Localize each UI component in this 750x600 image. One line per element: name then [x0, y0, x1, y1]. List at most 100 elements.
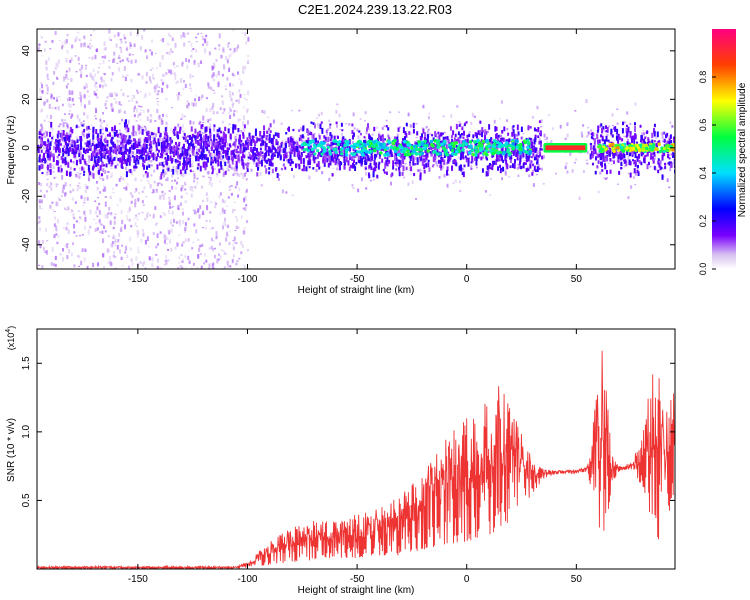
spectrogram-band — [641, 141, 644, 146]
spectrogram-band — [182, 155, 185, 159]
spectrogram-speckle — [199, 205, 202, 210]
spectrogram-band — [40, 158, 43, 163]
spectrogram-band — [178, 160, 181, 165]
spectrogram-peak — [492, 139, 497, 143]
spectrogram-speckle — [665, 163, 668, 166]
spectrogram-band — [531, 149, 534, 153]
spectrogram-speckle — [211, 227, 214, 229]
spectrogram-band — [120, 160, 123, 167]
spectrogram-speckle — [80, 156, 83, 161]
spectrogram-speckle — [141, 212, 144, 214]
spectrogram-band — [592, 151, 595, 156]
spectrogram-speckle — [235, 262, 238, 266]
spectrogram-speckle — [550, 139, 553, 144]
spectrogram-band — [60, 156, 63, 161]
spectrogram-speckle — [310, 143, 313, 147]
spectrogram-band — [613, 127, 616, 131]
spectrogram-band — [513, 133, 516, 140]
spectrogram-band — [40, 163, 43, 170]
spectrogram-speckle — [52, 263, 55, 266]
spectrogram-band — [351, 130, 354, 135]
spectrogram-speckle — [138, 130, 141, 135]
spectrogram-speckle — [225, 231, 228, 237]
spectrogram-speckle — [233, 236, 236, 241]
spectrogram-band — [381, 158, 384, 163]
spectrogram-speckle — [208, 51, 211, 56]
spectrogram-band — [158, 142, 161, 147]
spectrogram-band — [201, 149, 204, 152]
spectrogram-band — [70, 159, 73, 163]
spectrogram-band — [94, 153, 97, 157]
spectrogram-speckle — [247, 153, 250, 157]
spectrogram-band — [242, 162, 245, 168]
spectrogram-band — [166, 152, 169, 155]
spectrogram-band — [170, 157, 173, 164]
spectrogram-speckle — [201, 127, 204, 130]
spectrogram-speckle — [46, 183, 49, 187]
spectrogram-band — [510, 154, 513, 160]
spectrogram-band — [467, 163, 470, 167]
spectrogram-band — [207, 135, 210, 142]
spectrogram-speckle — [84, 248, 87, 252]
spectrogram-speckle — [468, 131, 471, 133]
spectrogram-band — [539, 147, 542, 151]
spectrogram-speckle — [209, 107, 212, 113]
spectrogram-speckle — [149, 119, 152, 123]
spectrogram-speckle — [197, 148, 200, 151]
spectrogram-speckle — [191, 140, 194, 145]
spectrogram-speckle — [212, 66, 215, 69]
spectrogram-band — [318, 135, 321, 140]
spectrogram-speckle — [403, 176, 406, 179]
spectrogram-speckle — [446, 183, 449, 188]
spectrogram-band — [112, 158, 115, 162]
spectrogram-band — [170, 146, 173, 152]
spectrogram-speckle — [87, 45, 90, 49]
spectrogram-band — [323, 152, 326, 155]
spectrogram-speckle — [223, 159, 226, 164]
spectrogram-speckle — [68, 113, 71, 115]
spectrogram-speckle — [156, 108, 159, 114]
spectrogram-band — [452, 151, 455, 154]
spectrogram-speckle — [352, 187, 355, 189]
spectrogram-speckle — [574, 109, 577, 112]
spectrogram-band — [398, 159, 401, 165]
spectrogram-speckle — [213, 254, 216, 259]
spectrogram-band — [129, 169, 132, 174]
spectrogram-band — [427, 134, 430, 138]
spectrogram-speckle — [128, 265, 131, 269]
spectrogram-speckle — [120, 48, 123, 54]
spectrogram-speckle — [270, 147, 273, 151]
spectrogram-speckle — [155, 254, 158, 256]
spectrogram-band — [274, 148, 277, 154]
spectrogram-speckle — [55, 68, 58, 70]
spectrogram-speckle — [341, 155, 344, 159]
spectrogram-speckle — [119, 131, 122, 133]
spectrogram-speckle — [82, 204, 85, 207]
spectrogram-band — [117, 147, 120, 151]
spectrogram-band — [376, 174, 379, 178]
spectrogram-speckle — [123, 34, 126, 39]
spectrogram-band — [284, 142, 287, 149]
spectrogram-speckle — [172, 71, 175, 75]
spectrogram-band — [660, 167, 663, 170]
spectrogram-speckle — [130, 78, 133, 83]
spectrogram-band — [591, 155, 594, 158]
spectrogram-band — [471, 155, 474, 162]
spectrogram-band — [630, 137, 633, 144]
spectrogram-band — [640, 135, 643, 140]
spectrogram-speckle — [242, 198, 245, 201]
spectrogram-speckle — [232, 112, 235, 116]
spectrogram-band — [412, 128, 415, 134]
spectrogram-speckle — [166, 168, 169, 171]
spectrogram-band — [308, 154, 311, 161]
spectrogram-speckle — [165, 71, 168, 76]
spectrogram-band — [519, 155, 522, 159]
spectrogram-band — [126, 140, 129, 145]
spectrogram-speckle — [119, 228, 122, 232]
spectrogram-band — [54, 142, 57, 145]
spectrogram-band — [234, 141, 237, 148]
spectrogram-speckle — [42, 132, 45, 136]
spectrogram-band — [440, 156, 443, 160]
spectrogram-speckle — [143, 260, 146, 265]
spectrogram-band — [626, 141, 629, 145]
